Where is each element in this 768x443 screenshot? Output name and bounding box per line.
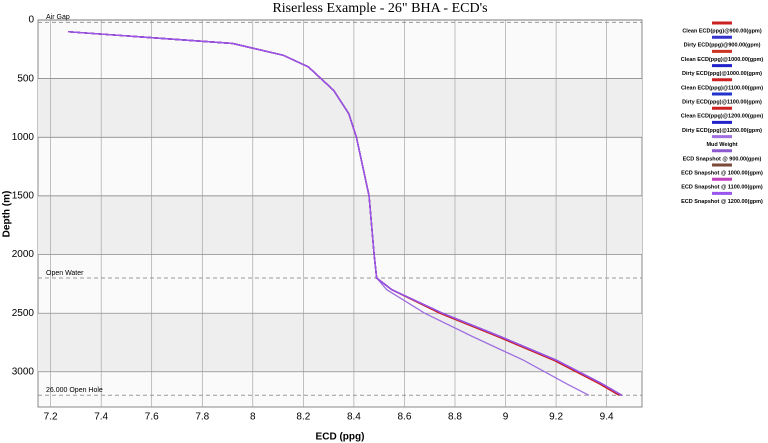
- series-line: [68, 31, 623, 396]
- y-tick-label: 2500: [12, 308, 35, 319]
- legend-label: ECD Snapshot @ 1100.00(gpm): [681, 185, 763, 191]
- legend-label: ECD Snapshot @ 1200.00(gpm): [681, 199, 763, 205]
- x-tick-label: 8.4: [347, 412, 361, 423]
- x-tick-label: 9.2: [549, 412, 563, 423]
- x-tick-label: 7.6: [145, 412, 159, 423]
- x-tick-label: 8.6: [397, 412, 411, 423]
- x-tick-label: 7.8: [195, 412, 209, 423]
- annotation-label: Air Gap: [46, 14, 70, 21]
- band: [38, 78, 642, 138]
- y-tick-label: 3000: [12, 366, 35, 377]
- legend-label: Clean ECD(ppg)@1100.00(gpm): [681, 85, 763, 91]
- legend-label: Clean ECD(ppg)@1200.00(gpm): [681, 114, 764, 120]
- x-tick-label: 9.4: [600, 412, 614, 423]
- legend-label: Dirty ECD(ppg)@1200.00(gpm): [682, 128, 762, 134]
- x-tick-label: 7.2: [44, 412, 58, 423]
- x-tick-label: 9: [503, 412, 509, 423]
- x-tick-label: 7.4: [94, 412, 108, 423]
- legend-label: Clean ECD(ppg)@900.00(gpm): [682, 28, 761, 34]
- x-tick-label: 8.2: [296, 412, 310, 423]
- y-tick-label: 500: [17, 73, 34, 84]
- y-tick-label: 0: [28, 15, 34, 26]
- x-axis-label: ECD (ppg): [316, 432, 365, 443]
- y-axis-label: Depth (m): [2, 191, 13, 238]
- legend-label: Dirty ECD(ppg)@1100.00(gpm): [682, 99, 762, 105]
- legend-label: Dirty ECD(ppg)@900.00(gpm): [684, 43, 761, 49]
- legend-label: Dirty ECD(ppg)@1000.00(gpm): [682, 71, 762, 77]
- band: [38, 195, 642, 255]
- y-tick-label: 1500: [12, 191, 35, 202]
- annotation-label: Open Water: [46, 270, 84, 277]
- legend-label: Clean ECD(ppg)@1000.00(gpm): [681, 57, 764, 63]
- annotation-label: 26.000 Open Hole: [46, 387, 103, 394]
- x-tick-label: 8.8: [448, 412, 462, 423]
- legend-label: Mud Weight: [706, 142, 737, 148]
- chart-title: Riserless Example - 26" BHA - ECD's: [272, 1, 487, 16]
- band: [38, 313, 642, 372]
- y-tick-label: 1000: [12, 132, 35, 143]
- legend-label: ECD Snapshot @ 1000.00(gpm): [681, 170, 763, 176]
- y-tick-label: 2000: [12, 249, 35, 260]
- x-tick-label: 8: [250, 412, 256, 423]
- legend-label: ECD Snapshot @ 900.00(gpm): [683, 156, 762, 162]
